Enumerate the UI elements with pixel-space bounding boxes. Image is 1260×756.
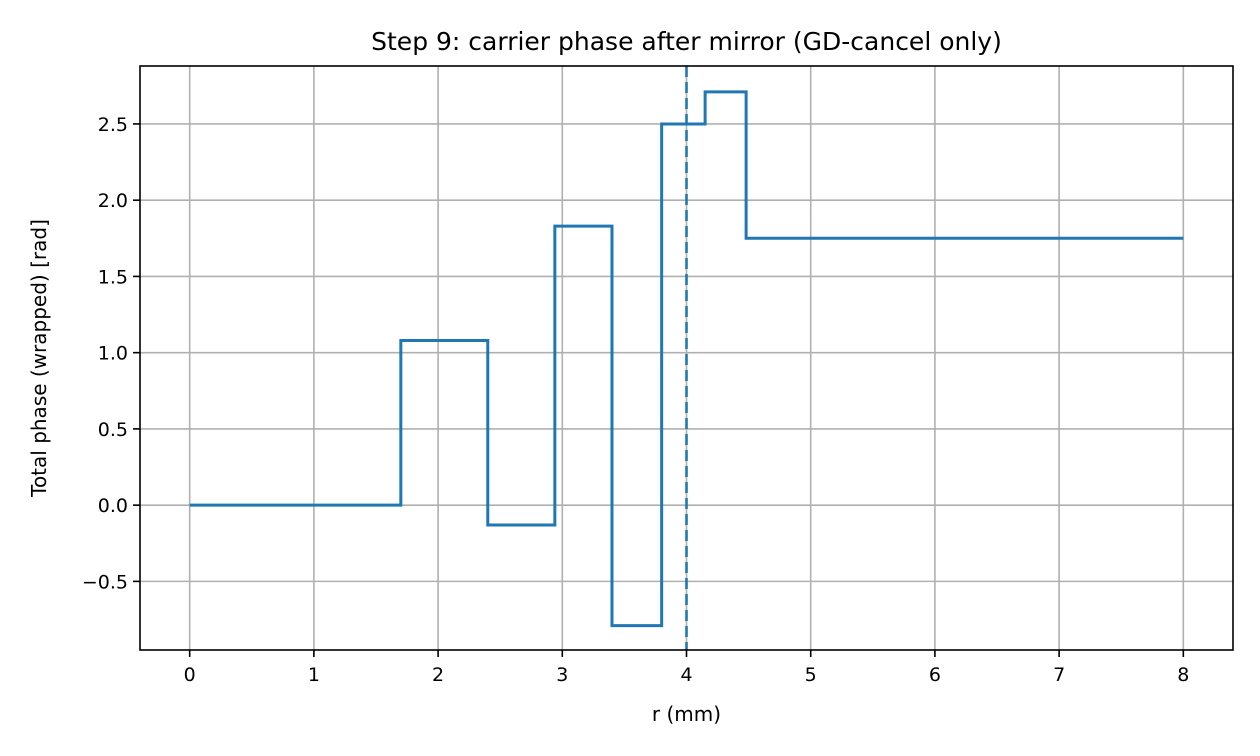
y-tick-label: 0.0 — [98, 495, 128, 517]
x-tick-label: 1 — [308, 664, 320, 686]
x-tick-label: 7 — [1053, 664, 1065, 686]
chart-title: Step 9: carrier phase after mirror (GD-c… — [371, 27, 1002, 56]
x-axis-label: r (mm) — [652, 702, 721, 726]
x-tick-label: 8 — [1177, 664, 1189, 686]
x-tick-label: 3 — [556, 664, 568, 686]
y-tick-label: 1.0 — [98, 343, 128, 365]
y-tick-label: 1.5 — [98, 266, 128, 288]
x-tick-label: 4 — [680, 664, 692, 686]
y-tick-label: 0.5 — [98, 419, 128, 441]
y-tick-label: 2.5 — [98, 114, 128, 136]
phase-series-line — [189, 90, 1184, 628]
y-tick-label: 2.0 — [98, 190, 128, 212]
x-tick-label: 2 — [432, 664, 444, 686]
y-axis-label: Total phase (wrapped) [rad] — [27, 219, 51, 498]
x-tick-label: 0 — [184, 664, 196, 686]
y-tick-label: −0.5 — [82, 571, 128, 593]
ticks: 0 1 2 3 4 5 6 7 8 −0.5 0.0 0.5 1.0 1.5 2.0 2.5 — [82, 114, 1190, 686]
x-tick-label: 6 — [929, 664, 941, 686]
x-tick-label: 5 — [805, 664, 817, 686]
plot-data — [189, 66, 1184, 650]
